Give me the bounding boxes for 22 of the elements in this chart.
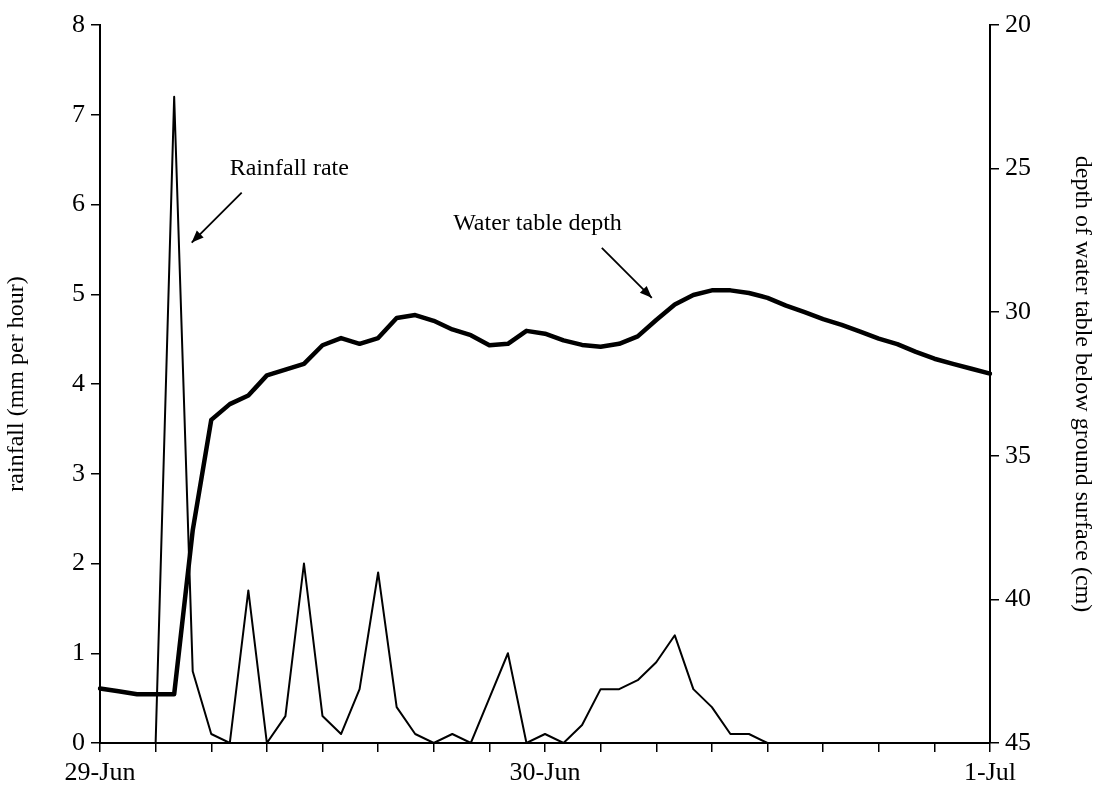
y2-axis-title: depth of water table below ground surface (cm) [1071, 155, 1098, 613]
annotation: Rainfall rate [229, 153, 349, 180]
y-tick-label: 2 [72, 547, 85, 577]
y2-tick-label: 45 [1005, 726, 1031, 756]
y-tick-label: 5 [72, 278, 85, 308]
y-tick-label: 8 [72, 8, 85, 38]
y2-tick-label: 20 [1005, 8, 1031, 38]
y-tick-label: 6 [72, 188, 85, 218]
y2-tick-label: 40 [1005, 583, 1031, 613]
y-tick-label: 4 [72, 367, 85, 397]
x-tick-label: 29-Jun [64, 757, 136, 787]
y-tick-label: 3 [72, 457, 85, 487]
annotation: Water table depth [453, 209, 622, 236]
y-tick-label: 1 [72, 637, 85, 667]
y-tick-label: 0 [72, 726, 85, 756]
y2-tick-label: 25 [1005, 152, 1031, 182]
y-tick-label: 7 [72, 98, 85, 128]
x-tick-label: 1-Jul [964, 757, 1016, 787]
y2-tick-label: 35 [1005, 439, 1031, 469]
x-tick-label: 30-Jun [509, 757, 581, 787]
y2-tick-label: 30 [1005, 296, 1031, 326]
y-axis-title: rainfall (mm per hour) [1, 276, 28, 492]
